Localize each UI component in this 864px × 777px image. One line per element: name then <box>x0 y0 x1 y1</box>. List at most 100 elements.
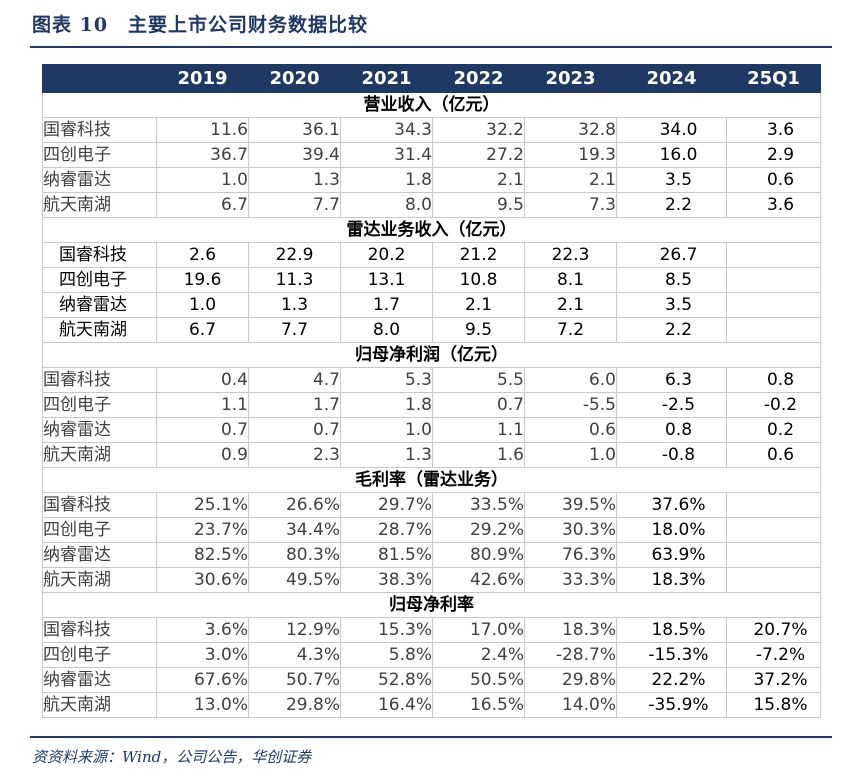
value-cell: 22.9 <box>248 242 341 268</box>
header-cell: 2021 <box>340 64 433 93</box>
value-cell: 3.6 <box>726 117 821 143</box>
table-row: 国睿科技 11.6 36.1 34.3 32.2 32.8 34.0 3.6 <box>42 117 821 143</box>
value-cell <box>726 517 821 543</box>
value-cell: 1.0 <box>156 292 249 318</box>
company-cell: 纳睿雷达 <box>42 667 157 693</box>
value-cell: -28.7% <box>524 642 617 668</box>
table-row: 纳睿雷达 0.7 0.7 1.0 1.1 0.6 0.8 0.2 <box>42 417 821 443</box>
value-cell: 2.9 <box>726 142 821 168</box>
value-cell: 8.0 <box>340 192 433 218</box>
header-cell: 2024 <box>616 64 727 93</box>
financial-comparison-table: 2019 2020 2021 2022 2023 2024 25Q1 营业收入（… <box>42 64 821 718</box>
value-cell: 34.4% <box>248 517 341 543</box>
value-cell: -35.9% <box>616 692 727 718</box>
value-cell: 16.4% <box>340 692 433 718</box>
table-row: 国睿科技 3.6% 12.9% 15.3% 17.0% 18.3% 18.5% 20.7% <box>42 617 821 643</box>
value-cell: 39.4 <box>248 142 341 168</box>
value-cell: 20.7% <box>726 617 821 643</box>
value-cell: 1.3 <box>248 292 341 318</box>
company-cell: 国睿科技 <box>42 117 157 143</box>
value-cell: 13.1 <box>340 267 433 293</box>
value-cell: 0.6 <box>726 167 821 193</box>
header-cell: 2022 <box>432 64 525 93</box>
table-row: 四创电子 3.0% 4.3% 5.8% 2.4% -28.7% -15.3% -7.2% <box>42 642 821 668</box>
value-cell: 7.7 <box>248 317 341 343</box>
value-cell: 1.6 <box>432 442 525 468</box>
company-cell: 航天南湖 <box>42 192 157 218</box>
value-cell: 11.3 <box>248 267 341 293</box>
value-cell: 81.5% <box>340 542 433 568</box>
value-cell: 8.1 <box>524 267 617 293</box>
value-cell: 49.5% <box>248 567 341 593</box>
value-cell: 80.9% <box>432 542 525 568</box>
value-cell: 0.7 <box>248 417 341 443</box>
company-cell: 国睿科技 <box>42 242 157 268</box>
value-cell: 0.2 <box>726 417 821 443</box>
value-cell: 18.0% <box>616 517 727 543</box>
value-cell <box>726 267 821 293</box>
table-row: 四创电子 36.7 39.4 31.4 27.2 19.3 16.0 2.9 <box>42 142 821 168</box>
value-cell <box>726 492 821 518</box>
value-cell: 20.2 <box>340 242 433 268</box>
value-cell: 2.1 <box>432 292 525 318</box>
header-cell: 2019 <box>156 64 249 93</box>
company-cell: 四创电子 <box>42 392 157 418</box>
value-cell: 25.1% <box>156 492 249 518</box>
value-cell: 1.7 <box>248 392 341 418</box>
header-cell: 2023 <box>524 64 617 93</box>
company-cell: 四创电子 <box>42 142 157 168</box>
table-row: 纳睿雷达 1.0 1.3 1.7 2.1 2.1 3.5 <box>42 292 821 318</box>
top-rule <box>30 46 832 48</box>
section-title: 归母净利润（亿元） <box>42 342 821 368</box>
value-cell: 3.5 <box>616 292 727 318</box>
value-cell: 16.0 <box>616 142 727 168</box>
table-row: 航天南湖 30.6% 49.5% 38.3% 42.6% 33.3% 18.3% <box>42 567 821 593</box>
value-cell <box>726 242 821 268</box>
value-cell: 1.0 <box>156 167 249 193</box>
company-cell: 纳睿雷达 <box>42 292 157 318</box>
value-cell: 22.3 <box>524 242 617 268</box>
value-cell: 29.8% <box>524 667 617 693</box>
company-cell: 国睿科技 <box>42 492 157 518</box>
value-cell: 39.5% <box>524 492 617 518</box>
value-cell: 0.8 <box>616 417 727 443</box>
value-cell: 67.6% <box>156 667 249 693</box>
value-cell: 32.8 <box>524 117 617 143</box>
section-row: 营业收入（亿元） <box>42 92 821 118</box>
value-cell: 50.7% <box>248 667 341 693</box>
company-cell: 航天南湖 <box>42 317 157 343</box>
value-cell: -0.2 <box>726 392 821 418</box>
value-cell: 76.3% <box>524 542 617 568</box>
value-cell: 22.2% <box>616 667 727 693</box>
value-cell: 37.6% <box>616 492 727 518</box>
value-cell: 28.7% <box>340 517 433 543</box>
value-cell: 33.3% <box>524 567 617 593</box>
company-cell: 纳睿雷达 <box>42 417 157 443</box>
value-cell: 0.4 <box>156 367 249 393</box>
value-cell: 17.0% <box>432 617 525 643</box>
value-cell <box>726 317 821 343</box>
value-cell: 3.0% <box>156 642 249 668</box>
value-cell <box>726 567 821 593</box>
value-cell: 7.3 <box>524 192 617 218</box>
value-cell: 30.6% <box>156 567 249 593</box>
value-cell: -15.3% <box>616 642 727 668</box>
value-cell: 1.3 <box>248 167 341 193</box>
value-cell: 3.5 <box>616 167 727 193</box>
value-cell: 33.5% <box>432 492 525 518</box>
table-row: 纳睿雷达 82.5% 80.3% 81.5% 80.9% 76.3% 63.9% <box>42 542 821 568</box>
section-row: 毛利率（雷达业务） <box>42 467 821 493</box>
value-cell: 2.1 <box>524 292 617 318</box>
value-cell: 5.8% <box>340 642 433 668</box>
value-cell: 9.5 <box>432 317 525 343</box>
figure-title: 图表 10 主要上市公司财务数据比较 <box>32 14 369 36</box>
value-cell: -7.2% <box>726 642 821 668</box>
value-cell: 14.0% <box>524 692 617 718</box>
value-cell: 32.2 <box>432 117 525 143</box>
value-cell: 26.7 <box>616 242 727 268</box>
value-cell: 42.6% <box>432 567 525 593</box>
value-cell: 13.0% <box>156 692 249 718</box>
value-cell: 36.1 <box>248 117 341 143</box>
value-cell: 50.5% <box>432 667 525 693</box>
section-title: 雷达业务收入（亿元） <box>42 217 821 243</box>
